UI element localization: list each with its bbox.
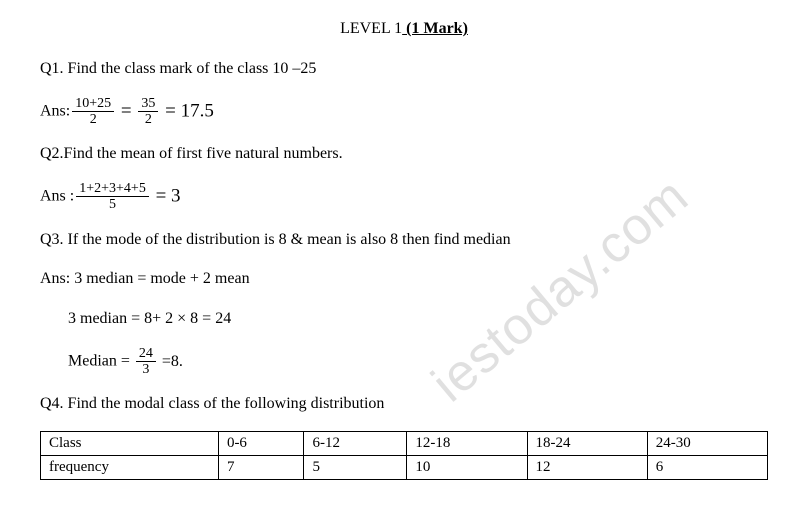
q3-ans2: 3 median = 8+ 2 × 8 = 24 — [68, 306, 768, 332]
q1-frac1-den: 2 — [72, 112, 114, 127]
q1-answer: Ans:10+252 = 352 = 17.5 — [40, 96, 768, 128]
q3-ans3-label: Median = — [68, 352, 134, 369]
q2-eq: = 3 — [151, 186, 181, 207]
q2-frac-num: 1+2+3+4+5 — [76, 181, 149, 197]
table-cell: 6 — [647, 455, 767, 479]
q3-frac: 243 — [136, 346, 156, 378]
table-cell: 24-30 — [647, 431, 767, 455]
table-cell: 5 — [304, 455, 407, 479]
q4-table: Class 0-6 6-12 12-18 18-24 24-30 frequen… — [40, 431, 768, 480]
table-cell: 0-6 — [218, 431, 304, 455]
q1-eq1: = — [116, 100, 136, 121]
table-cell: 6-12 — [304, 431, 407, 455]
q3-prompt: Q3. If the mode of the distribution is 8… — [40, 227, 768, 253]
q1-frac2-den: 2 — [138, 112, 158, 127]
page-title: LEVEL 1 (1 Mark) — [40, 20, 768, 38]
q3-ans3: Median = 243 =8. — [68, 346, 768, 378]
q3-frac-den: 3 — [136, 362, 156, 377]
table-row: frequency 7 5 10 12 6 — [41, 455, 768, 479]
q2-answer: Ans :1+2+3+4+55 = 3 — [40, 181, 768, 213]
table-cell: Class — [41, 431, 219, 455]
q4-prompt: Q4. Find the modal class of the followin… — [40, 391, 768, 417]
table-cell: 18-24 — [527, 431, 647, 455]
q1-eq2: = 17.5 — [160, 100, 213, 121]
table-cell: frequency — [41, 455, 219, 479]
table-row: Class 0-6 6-12 12-18 18-24 24-30 — [41, 431, 768, 455]
q1-frac2-num: 35 — [138, 96, 158, 112]
q2-prompt: Q2.Find the mean of first five natural n… — [40, 141, 768, 167]
q1-prompt: Q1. Find the class mark of the class 10 … — [40, 56, 768, 82]
table-cell: 12 — [527, 455, 647, 479]
q3-frac-num: 24 — [136, 346, 156, 362]
q2-frac-den: 5 — [76, 197, 149, 212]
q1-frac1: 10+252 — [72, 96, 114, 128]
table-cell: 7 — [218, 455, 304, 479]
title-level: LEVEL 1 — [340, 20, 402, 37]
table-cell: 12-18 — [407, 431, 527, 455]
q1-frac2: 352 — [138, 96, 158, 128]
q2-frac: 1+2+3+4+55 — [76, 181, 149, 213]
title-mark: (1 Mark) — [402, 20, 468, 37]
q2-ans-label: Ans : — [40, 188, 74, 205]
q3-ans1: Ans: 3 median = mode + 2 mean — [40, 266, 768, 292]
table-cell: 10 — [407, 455, 527, 479]
q1-ans-label: Ans: — [40, 102, 70, 119]
q3-ans3-tail: =8. — [158, 353, 183, 370]
q1-frac1-num: 10+25 — [72, 96, 114, 112]
